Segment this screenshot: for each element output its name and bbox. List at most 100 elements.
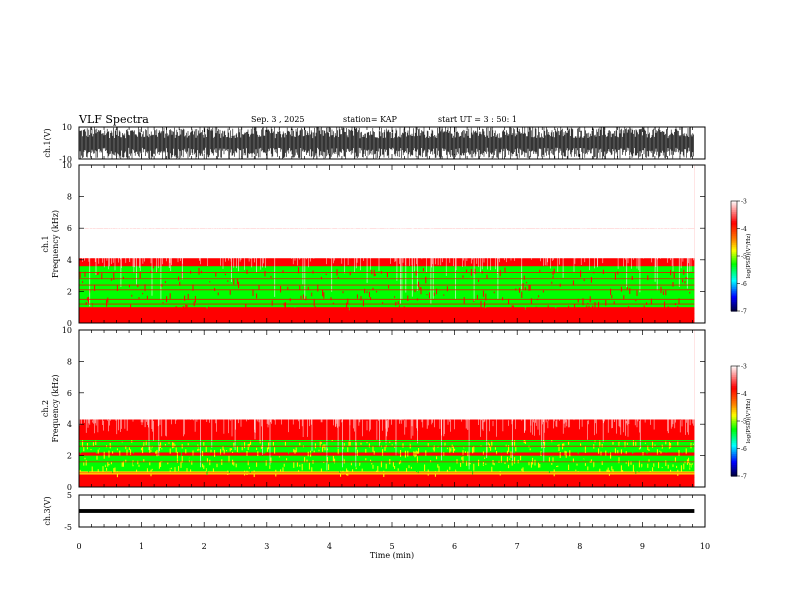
ch1-colorbar-swatch (731, 276, 737, 279)
ch2-colorbar-label: log(PSD)(V²/Hz) (745, 399, 752, 444)
ch1-spectrogram-panel: 0 2 4 6 8 10 ch.1 Frequency (kHz) (41, 161, 706, 328)
ch2-colorbar-swatch (731, 399, 737, 402)
ch1-colorbar-swatch (731, 300, 737, 303)
ch1-colorbar-swatch (731, 257, 737, 261)
ch1-colorbar-swatch (731, 217, 737, 220)
ch1-colorbar-swatch (731, 204, 737, 208)
ch2-colorbar-swatch (731, 450, 737, 453)
x-tick-label: 8 (577, 542, 582, 551)
ch2-colorbar-swatch (731, 472, 737, 475)
ch2-colorbar-swatch (731, 446, 737, 450)
ch1-colorbar-swatch (731, 230, 737, 233)
ch1-ylabel: ch.1(V) (43, 128, 52, 157)
ch2-spectrogram-band-texture (81, 455, 694, 475)
ch3-ytick-label: -5 (64, 523, 72, 532)
ch1-spectrogram-ytick-label: 2 (67, 287, 72, 296)
ch2-colorbar-swatch (731, 461, 737, 464)
ch2-colorbar-swatch (731, 373, 737, 376)
ch2-spectrogram-ytick-label: 0 (67, 483, 72, 492)
ch1-colorbar-swatch (731, 296, 737, 299)
station-label: station= KAP (343, 115, 397, 124)
ch1-spectrogram-ytick-label: 6 (67, 224, 72, 233)
ch1-colorbar-tick-label: -7 (741, 309, 747, 316)
ch2-colorbar-swatch (731, 413, 737, 417)
ch2-colorbar-swatch (731, 470, 737, 473)
ch1-colorbar-swatch (731, 201, 737, 204)
ch2-colorbar-swatch (731, 459, 737, 462)
ch2-colorbar-swatch (731, 369, 737, 373)
ch1-colorbar-swatch (731, 283, 737, 286)
ch2-spectrogram-panel: 0 2 4 6 8 10 ch.2 Frequency (kHz) (41, 326, 706, 492)
ch2-colorbar-swatch (731, 378, 737, 382)
ch2-colorbar-swatch (731, 382, 737, 385)
ch2-colorbar-swatch (731, 397, 737, 400)
ch1-colorbar-swatch (731, 259, 737, 263)
ch2-colorbar-swatch (731, 421, 737, 424)
ch3-ytick-label: 5 (67, 491, 72, 500)
ch2-colorbar-swatch (731, 404, 737, 407)
ch2-colorbar-tick-label: -5 (741, 419, 747, 426)
ch1-colorbar-swatch (731, 285, 737, 288)
ch1-colorbar-swatch (731, 278, 737, 281)
ch2-colorbar-swatch (731, 386, 737, 389)
ch2-colorbar-swatch (731, 466, 737, 470)
x-tick-label: 4 (327, 542, 332, 551)
ch1-colorbar-swatch (731, 263, 737, 266)
ch3-waveform-trace (79, 509, 695, 513)
ch2-colorbar-swatch (731, 419, 737, 422)
ch2-spectrogram-ytick-label: 4 (67, 420, 72, 429)
ch2-colorbar-swatch (731, 411, 737, 415)
ch1-colorbar-swatch (731, 301, 737, 305)
ch2-spectrogram-ytick-label: 8 (67, 357, 72, 366)
ch2-colorbar-tick-label: -4 (741, 391, 747, 398)
ch2-colorbar-swatch (731, 432, 737, 435)
ch1-colorbar-swatch (731, 239, 737, 242)
ch2-colorbar-swatch (731, 426, 737, 429)
ch2-colorbar-swatch (731, 384, 737, 387)
ch2-colorbar-swatch (731, 439, 737, 442)
ch1-colorbar-swatch (731, 267, 737, 270)
ch2-colorbar-swatch (731, 417, 737, 420)
ch2-colorbar-tick-label: -3 (741, 364, 747, 371)
x-tick-label: 1 (139, 542, 144, 551)
ch1-colorbar-swatch (731, 246, 737, 250)
ch2-colorbar-swatch (731, 389, 737, 393)
ch1-colorbar-swatch (731, 245, 737, 248)
ch2-colorbar-swatch (731, 408, 737, 411)
ch1-colorbar-swatch (731, 261, 737, 264)
ch2-colorbar-swatch (731, 367, 737, 371)
ch2-colorbar-swatch (731, 433, 737, 437)
ch1-spectrogram-ytick-label: 4 (67, 256, 72, 265)
ch1-colorbar-swatch (731, 224, 737, 228)
x-tick-label: 10 (700, 542, 710, 551)
ch1-colorbar-swatch (731, 274, 737, 277)
x-tick-label: 6 (452, 542, 457, 551)
ch1-colorbar-swatch (731, 223, 737, 226)
ch1-colorbar-swatch (731, 294, 737, 297)
ch2-colorbar-swatch (731, 380, 737, 384)
ch1-colorbar-swatch (731, 237, 737, 241)
ch1-spectrogram-ytick-label: 8 (67, 193, 72, 202)
date-label: Sep. 3 , 2025 (251, 115, 305, 124)
ch1-colorbar-swatch (731, 289, 737, 292)
ch1-colorbar-swatch (731, 279, 737, 283)
ch2-spectrogram-streaks (126, 330, 669, 471)
ch2-spectrogram-ylabel: Frequency (kHz) (51, 374, 60, 442)
ch2-colorbar-swatch (731, 393, 737, 396)
ch2-spectrogram-ytick-label: 6 (67, 389, 72, 398)
ch1-colorbar-swatch (731, 303, 737, 307)
ch1-colorbar-swatch (731, 292, 737, 296)
ch1-spectrogram-band (79, 266, 695, 308)
x-tick-label: 5 (389, 542, 394, 551)
ch1-spectrogram-band (79, 258, 695, 267)
ch2-colorbar-swatch (731, 463, 737, 466)
ch1-colorbar-swatch (731, 268, 737, 272)
ch2-colorbar-swatch (731, 402, 737, 406)
ch2-colorbar-swatch (731, 452, 737, 455)
ch2-spectrogram-channel-label: ch.2 (41, 400, 50, 417)
ch2-colorbar-tick-label: -7 (741, 474, 747, 481)
ch2-spectrogram-band (79, 481, 695, 487)
ch2-colorbar-swatch (731, 377, 737, 380)
ch2-colorbar-swatch (731, 400, 737, 404)
